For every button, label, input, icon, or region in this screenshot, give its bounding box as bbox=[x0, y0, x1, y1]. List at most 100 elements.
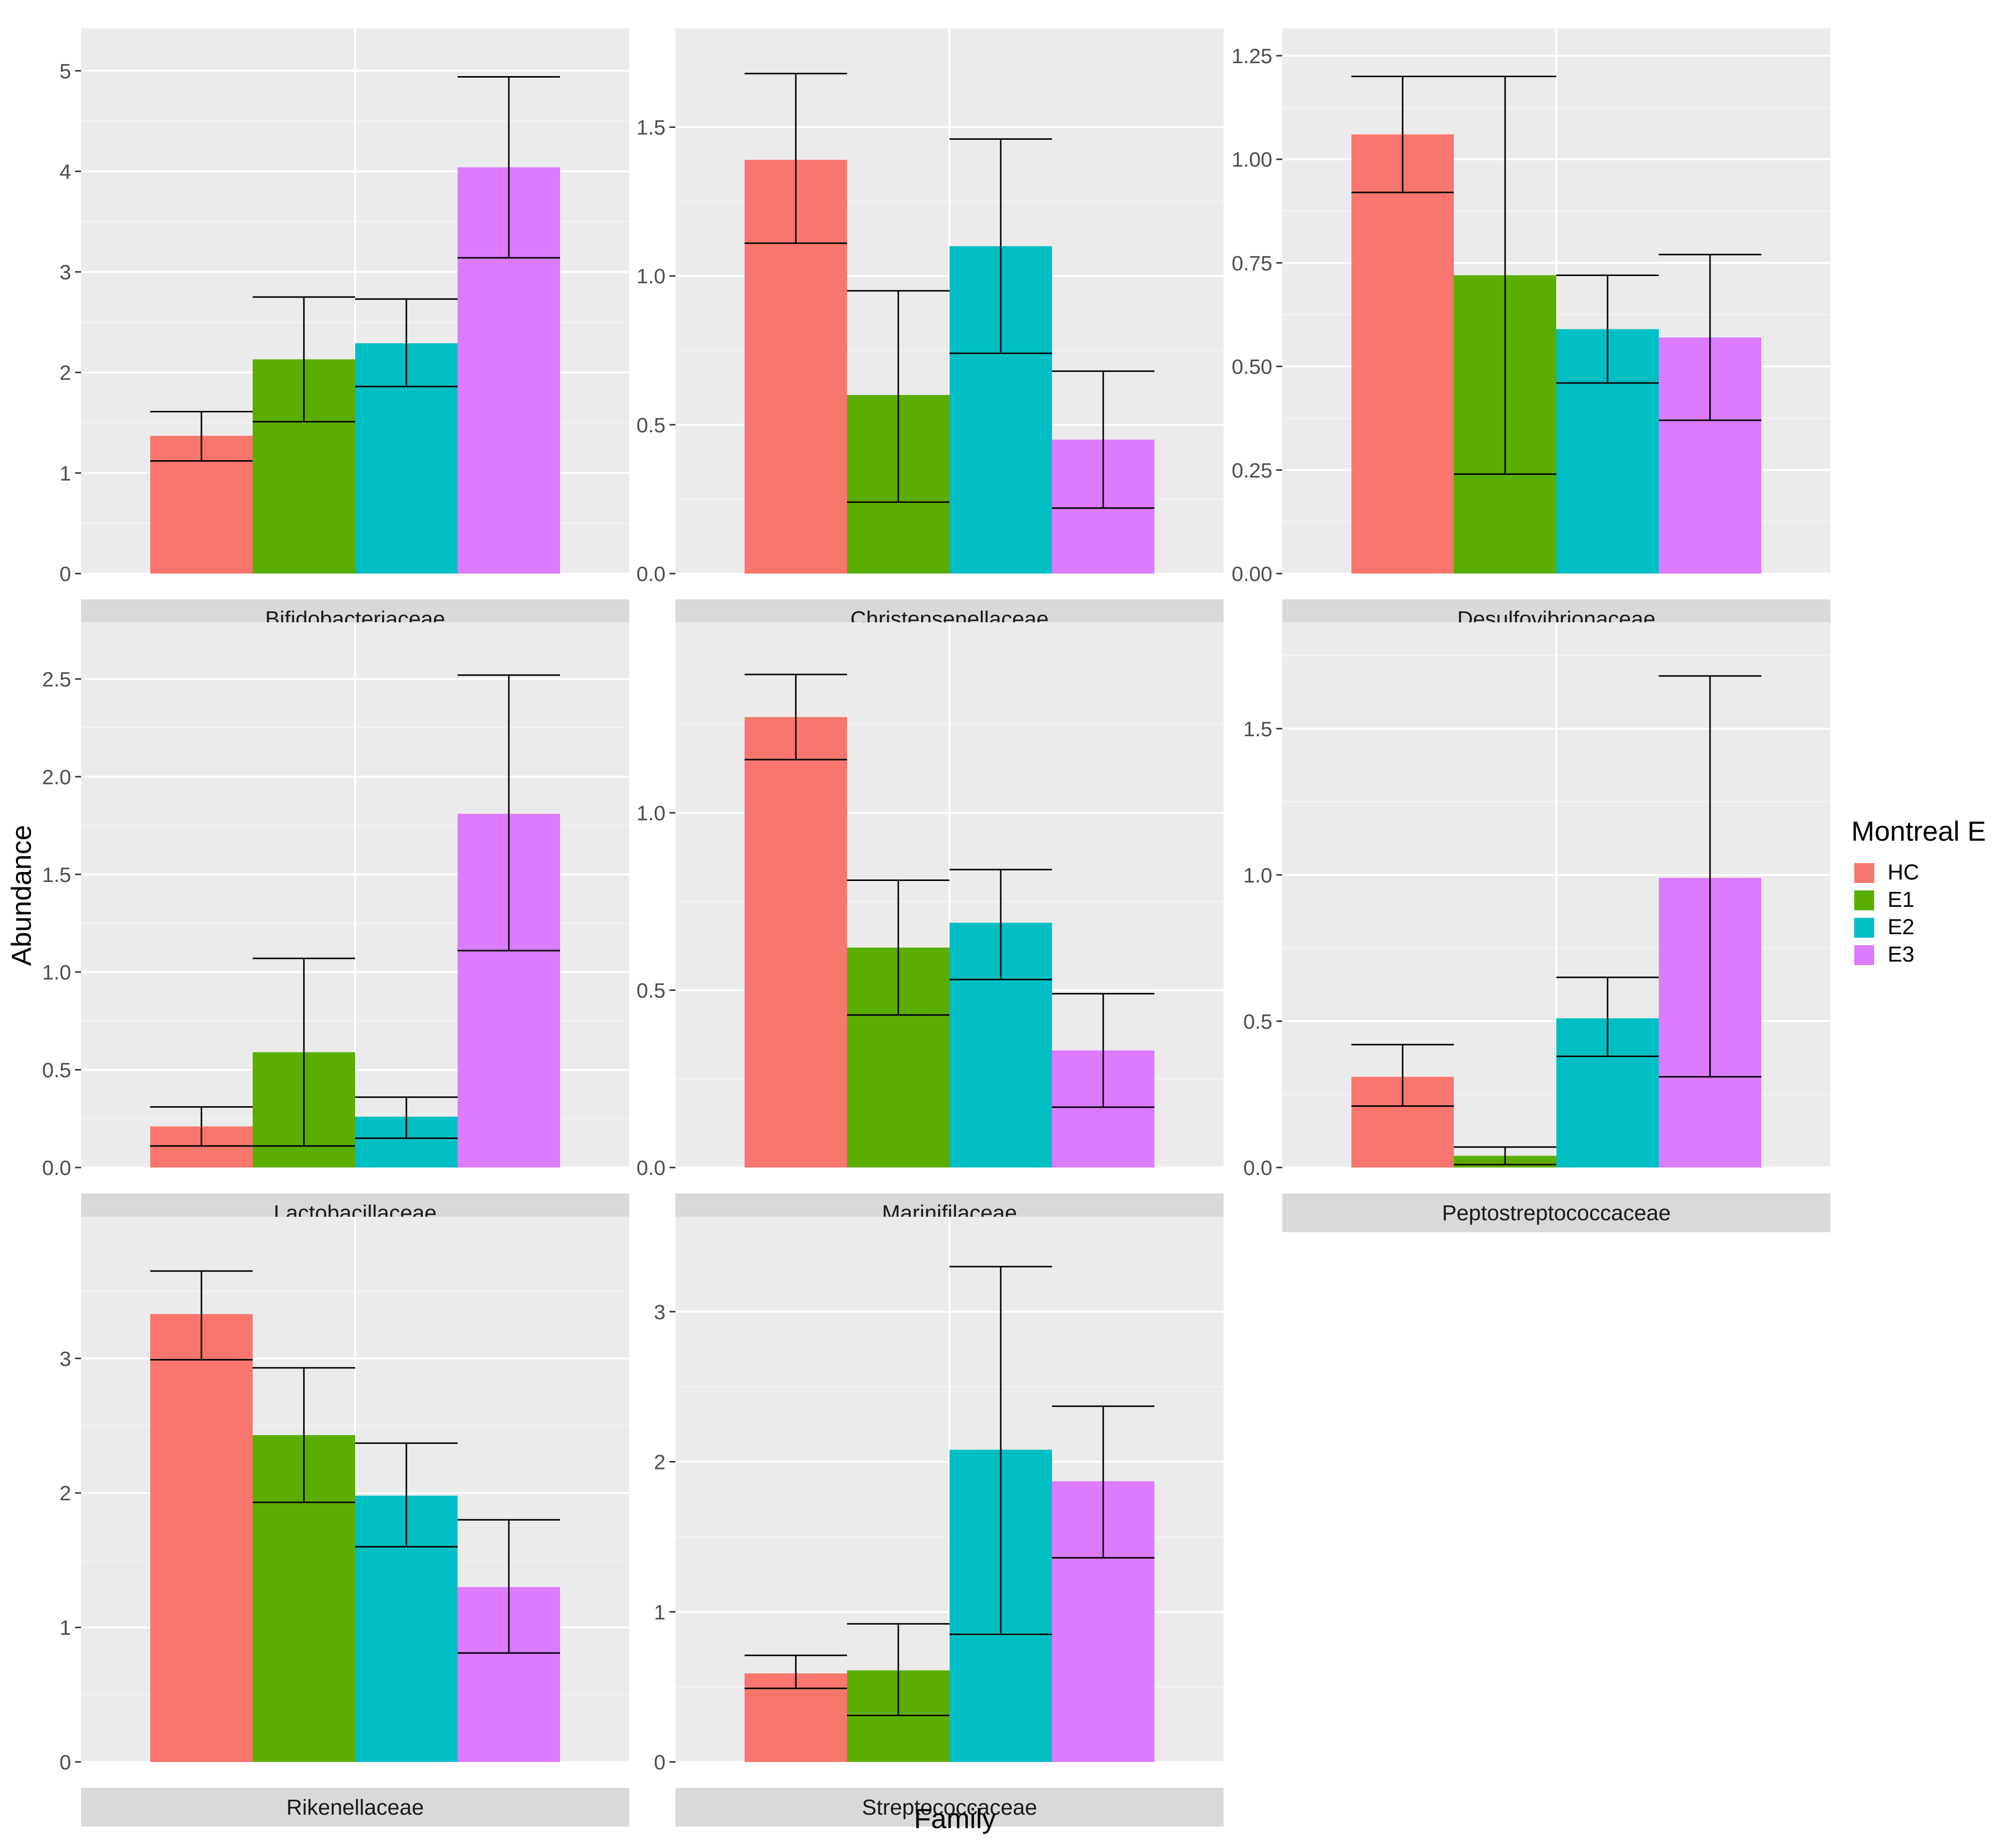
legend-label-e1: E1 bbox=[1888, 887, 1914, 912]
error-bar-e1 bbox=[253, 296, 355, 423]
error-bar-e1 bbox=[1454, 1146, 1556, 1166]
error-bar-e3 bbox=[1659, 675, 1761, 1078]
error-bar-hc bbox=[150, 1270, 253, 1361]
y-tick-label: 0.0 bbox=[637, 1156, 666, 1179]
y-tick-label: 1.00 bbox=[1232, 148, 1272, 171]
y-tick-label: 3 bbox=[60, 1347, 71, 1370]
error-bar-hc bbox=[745, 1654, 847, 1689]
panel-streptococcaceae: 0 1 2 3 Streptococcaceae bbox=[654, 1217, 1224, 1827]
error-bar-e1 bbox=[1454, 76, 1556, 475]
error-bar-e1 bbox=[253, 1367, 355, 1503]
error-bar-e1 bbox=[847, 1623, 950, 1716]
y-tick-label: 2 bbox=[60, 1481, 71, 1505]
y-tick-label: 1.0 bbox=[1243, 864, 1272, 887]
y-tick-label: 0 bbox=[60, 1751, 71, 1774]
error-bar-hc bbox=[745, 73, 847, 244]
y-tick-label: 0.25 bbox=[1232, 459, 1272, 482]
y-tick-label: 1.0 bbox=[42, 961, 71, 984]
error-bar-e2 bbox=[355, 298, 458, 388]
y-tick-label: 4 bbox=[60, 160, 71, 183]
error-bar-hc bbox=[1351, 1044, 1454, 1107]
error-bar-e1 bbox=[847, 879, 950, 1016]
y-tick-label: 1 bbox=[60, 462, 71, 485]
panel-desulfovibrionaceae: 0.000.250.500.751.001.25Desulfovibrionac… bbox=[1232, 28, 1830, 638]
y-tick-label: 2.0 bbox=[42, 765, 71, 788]
legend-key-e1 bbox=[1854, 890, 1874, 910]
y-tick-label: 0.00 bbox=[1232, 562, 1272, 585]
y-tick-label: 1.5 bbox=[637, 116, 666, 139]
error-bar-e3 bbox=[1659, 254, 1761, 421]
y-tick-label: 5 bbox=[60, 59, 71, 83]
legend-key-hc bbox=[1854, 863, 1874, 883]
error-bar-e2 bbox=[355, 1096, 458, 1139]
y-tick-label: 3 bbox=[60, 261, 71, 284]
error-bar-hc bbox=[745, 674, 847, 761]
error-bar-e2 bbox=[950, 1265, 1052, 1636]
y-tick-label: 0 bbox=[654, 1751, 666, 1774]
error-bar-hc bbox=[150, 1106, 253, 1147]
facet-strip bbox=[1282, 1193, 1830, 1232]
error-bar-hc bbox=[1351, 76, 1454, 194]
facet-strip-label: Rikenellaceae bbox=[286, 1795, 424, 1820]
facet-strip bbox=[81, 1788, 629, 1827]
y-tick-label: 2 bbox=[654, 1451, 666, 1474]
y-tick-label: 0.5 bbox=[1243, 1010, 1272, 1033]
legend-label-e3: E3 bbox=[1888, 942, 1914, 967]
error-bar-e2 bbox=[1556, 274, 1659, 384]
error-bar-e1 bbox=[847, 290, 950, 503]
y-tick-label: 1 bbox=[654, 1600, 666, 1624]
y-tick-label: 2.5 bbox=[42, 668, 71, 691]
bar-hc bbox=[1351, 134, 1454, 574]
y-tick-label: 0.5 bbox=[42, 1059, 71, 1082]
y-tick-label: 1.0 bbox=[637, 265, 666, 288]
facet-strip-label: Streptococcaceae bbox=[862, 1795, 1037, 1820]
y-tick-label: 1.25 bbox=[1232, 44, 1272, 68]
legend-key-e3 bbox=[1854, 945, 1874, 965]
y-tick-label: 2 bbox=[60, 361, 71, 385]
error-bar-e3 bbox=[1052, 1405, 1154, 1559]
legend-label-e2: E2 bbox=[1888, 915, 1914, 939]
legend: Montreal E HC E1 E2 E3 bbox=[1851, 815, 1986, 967]
y-axis-title: Abundance bbox=[5, 825, 37, 966]
y-tick-label: 1.5 bbox=[1243, 717, 1272, 741]
legend-title: Montreal E bbox=[1851, 815, 1986, 847]
y-tick-label: 1.0 bbox=[637, 801, 666, 825]
error-bar-hc bbox=[150, 411, 253, 462]
error-bar-e2 bbox=[950, 869, 1052, 980]
y-tick-label: 0 bbox=[60, 562, 71, 585]
panels-layer: 012345Bifidobacteriaceae0.00.51.01.5Chri… bbox=[42, 28, 1830, 1827]
y-tick-label: 0.75 bbox=[1232, 251, 1272, 275]
y-tick-label: 1 bbox=[60, 1616, 71, 1640]
error-bar-e1 bbox=[253, 958, 355, 1147]
panel-peptostreptococcaceae: 0.0 0.5 1.0 1.5 Peptostreptococcaceae bbox=[1243, 622, 1830, 1232]
error-bar-e2 bbox=[950, 138, 1052, 354]
error-bar-e3 bbox=[458, 1519, 560, 1654]
legend-label-hc: HC bbox=[1888, 860, 1919, 884]
y-tick-label: 0.50 bbox=[1232, 355, 1272, 379]
facet-strip bbox=[675, 1788, 1224, 1827]
y-tick-label: 0.0 bbox=[42, 1156, 71, 1179]
x-axis-title: Family bbox=[914, 1803, 996, 1834]
error-bar-e2 bbox=[355, 1442, 458, 1548]
error-bar-e3 bbox=[458, 674, 560, 952]
y-tick-label: 1.5 bbox=[42, 863, 71, 886]
y-tick-label: 0.0 bbox=[637, 562, 666, 585]
y-tick-label: 3 bbox=[654, 1300, 666, 1324]
error-bar-e3 bbox=[1052, 370, 1154, 509]
y-tick-label: 0.5 bbox=[637, 978, 666, 1002]
y-tick-label: 0.0 bbox=[1243, 1156, 1272, 1179]
facet-strip-label: Peptostreptococcaceae bbox=[1442, 1201, 1671, 1225]
error-bar-e3 bbox=[458, 76, 560, 259]
legend-key-e2 bbox=[1854, 918, 1874, 938]
panel-rikenellaceae: 0 1 2 3 Rikenellaceae bbox=[60, 1217, 629, 1827]
bar-hc bbox=[150, 1314, 253, 1762]
error-bar-e3 bbox=[1052, 993, 1154, 1108]
y-tick-label: 0.5 bbox=[637, 413, 666, 437]
legend-items: HC E1 E2 E3 bbox=[1854, 860, 1919, 967]
error-bar-e2 bbox=[1556, 976, 1659, 1058]
